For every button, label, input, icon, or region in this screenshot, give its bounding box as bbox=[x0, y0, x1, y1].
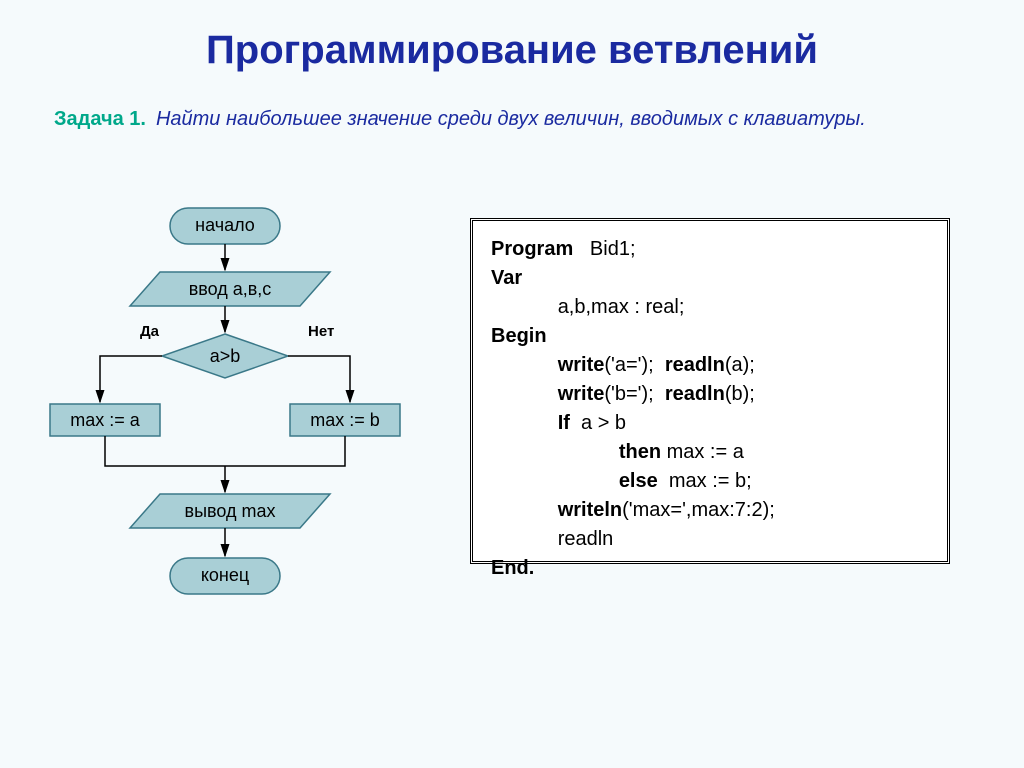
code-line: then max := a bbox=[491, 438, 929, 467]
node-decision-label: a>b bbox=[210, 346, 241, 366]
code-text: (b); bbox=[725, 383, 755, 405]
kw-readln: readln bbox=[665, 383, 725, 405]
edge-no bbox=[288, 356, 350, 402]
code-text: max := b; bbox=[658, 470, 752, 492]
code-text: a > b bbox=[570, 412, 626, 434]
code-line: a,b,max : real; bbox=[491, 293, 929, 322]
kw-then: then bbox=[619, 441, 661, 463]
code-line: write('a='); readln(a); bbox=[491, 351, 929, 380]
code-text: ('b='); bbox=[604, 383, 664, 405]
code-text: readln bbox=[558, 528, 614, 550]
task-label: Задача 1. bbox=[54, 108, 146, 130]
code-text: max := a bbox=[661, 441, 744, 463]
task-text: Найти наибольшее значение среди двух вел… bbox=[156, 108, 866, 130]
code-text: (a); bbox=[725, 354, 755, 376]
code-line: End. bbox=[491, 554, 929, 583]
code-box: Program Bid1; Var a,b,max : real; Begin … bbox=[470, 218, 950, 564]
kw-begin: Begin bbox=[491, 325, 547, 347]
flowchart: начало ввод а,в,с a>b Да Нет max := a ma… bbox=[40, 200, 440, 620]
task-row: Задача 1. Найти наибольшее значение среди… bbox=[54, 108, 974, 131]
node-start-label: начало bbox=[195, 215, 255, 235]
kw-writeln: writeln bbox=[558, 499, 622, 521]
kw-var: Var bbox=[491, 267, 522, 289]
title-text: Программирование ветвлений bbox=[206, 28, 818, 72]
kw-program: Program bbox=[491, 238, 573, 260]
kw-readln: readln bbox=[665, 354, 725, 376]
kw-end: End. bbox=[491, 557, 534, 579]
node-output-label: вывод max bbox=[185, 501, 276, 521]
code-line: If a > b bbox=[491, 409, 929, 438]
edge bbox=[105, 436, 225, 466]
code-text: Bid1; bbox=[590, 238, 636, 260]
edge-yes-label: Да bbox=[140, 323, 160, 340]
node-end-label: конец bbox=[201, 565, 249, 585]
node-input-label: ввод а,в,с bbox=[189, 279, 272, 299]
flowchart-svg: начало ввод а,в,с a>b Да Нет max := a ma… bbox=[40, 200, 440, 640]
node-right-label: max := b bbox=[310, 410, 380, 430]
kw-if: If bbox=[558, 412, 570, 434]
slide-title: Программирование ветвлений bbox=[0, 28, 1024, 73]
code-line: Begin bbox=[491, 322, 929, 351]
code-text: a,b,max : real; bbox=[558, 296, 685, 318]
code-line: Var bbox=[491, 264, 929, 293]
code-line: write('b='); readln(b); bbox=[491, 380, 929, 409]
kw-else: else bbox=[619, 470, 658, 492]
kw-write: write bbox=[558, 383, 605, 405]
edge-yes bbox=[100, 356, 162, 402]
code-text: ('a='); bbox=[604, 354, 664, 376]
code-line: readln bbox=[491, 525, 929, 554]
code-line: Program Bid1; bbox=[491, 235, 929, 264]
edge-no-label: Нет bbox=[308, 323, 334, 340]
code-line: else max := b; bbox=[491, 467, 929, 496]
edge bbox=[225, 436, 345, 466]
kw-write: write bbox=[558, 354, 605, 376]
node-left-label: max := a bbox=[70, 410, 141, 430]
code-line: writeln('max=',max:7:2); bbox=[491, 496, 929, 525]
code-text: ('max=',max:7:2); bbox=[622, 499, 775, 521]
